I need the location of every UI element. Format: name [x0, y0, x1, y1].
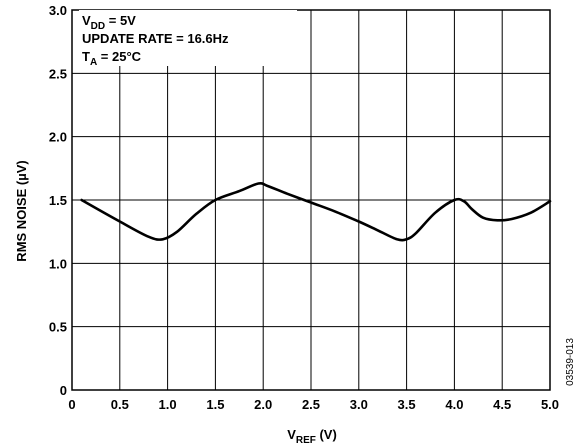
grid	[72, 10, 550, 390]
y-tick-label: 2.5	[49, 66, 67, 81]
y-tick-label: 0	[60, 383, 67, 398]
y-tick-label: 2.0	[49, 130, 67, 145]
y-axis-title: RMS NOISE (µV)	[14, 160, 29, 261]
x-tick-label: 1.5	[206, 397, 224, 412]
x-tick-label: 5.0	[541, 397, 559, 412]
x-tick-label: 2.0	[254, 397, 272, 412]
y-tick-label: 0.5	[49, 320, 67, 335]
x-axis-ticks: 0 0.5 1.0 1.5 2.0 2.5 3.0 3.5 4.0 4.5 5.0	[68, 397, 559, 412]
y-axis-ticks: 0 0.5 1.0 1.5 2.0 2.5 3.0	[49, 3, 67, 398]
x-tick-label: 1.0	[159, 397, 177, 412]
annotation-ta: TA = 25°C	[82, 49, 142, 68]
series-line-rms-noise	[80, 182, 552, 242]
x-tick-label: 0.5	[111, 397, 129, 412]
y-tick-label: 3.0	[49, 3, 67, 18]
x-tick-label: 3.0	[350, 397, 368, 412]
x-axis-title: VREF (V)	[287, 427, 337, 444]
x-tick-label: 4.5	[493, 397, 511, 412]
annotation-background	[79, 10, 297, 66]
x-tick-label: 4.0	[445, 397, 463, 412]
annotation-update-rate: UPDATE RATE = 16.6Hz	[82, 31, 229, 46]
annotation-box: VDD = 5V UPDATE RATE = 16.6Hz TA = 25°C	[79, 10, 297, 68]
x-tick-label: 3.5	[398, 397, 416, 412]
figure-code: 03539-013	[565, 338, 576, 386]
x-tick-label: 0	[68, 397, 75, 412]
annotation-vdd: VDD = 5V	[82, 13, 136, 32]
y-tick-label: 1.0	[49, 256, 67, 271]
plot-frame	[71, 9, 551, 391]
y-tick-label: 1.5	[49, 193, 67, 208]
x-tick-label: 2.5	[302, 397, 320, 412]
